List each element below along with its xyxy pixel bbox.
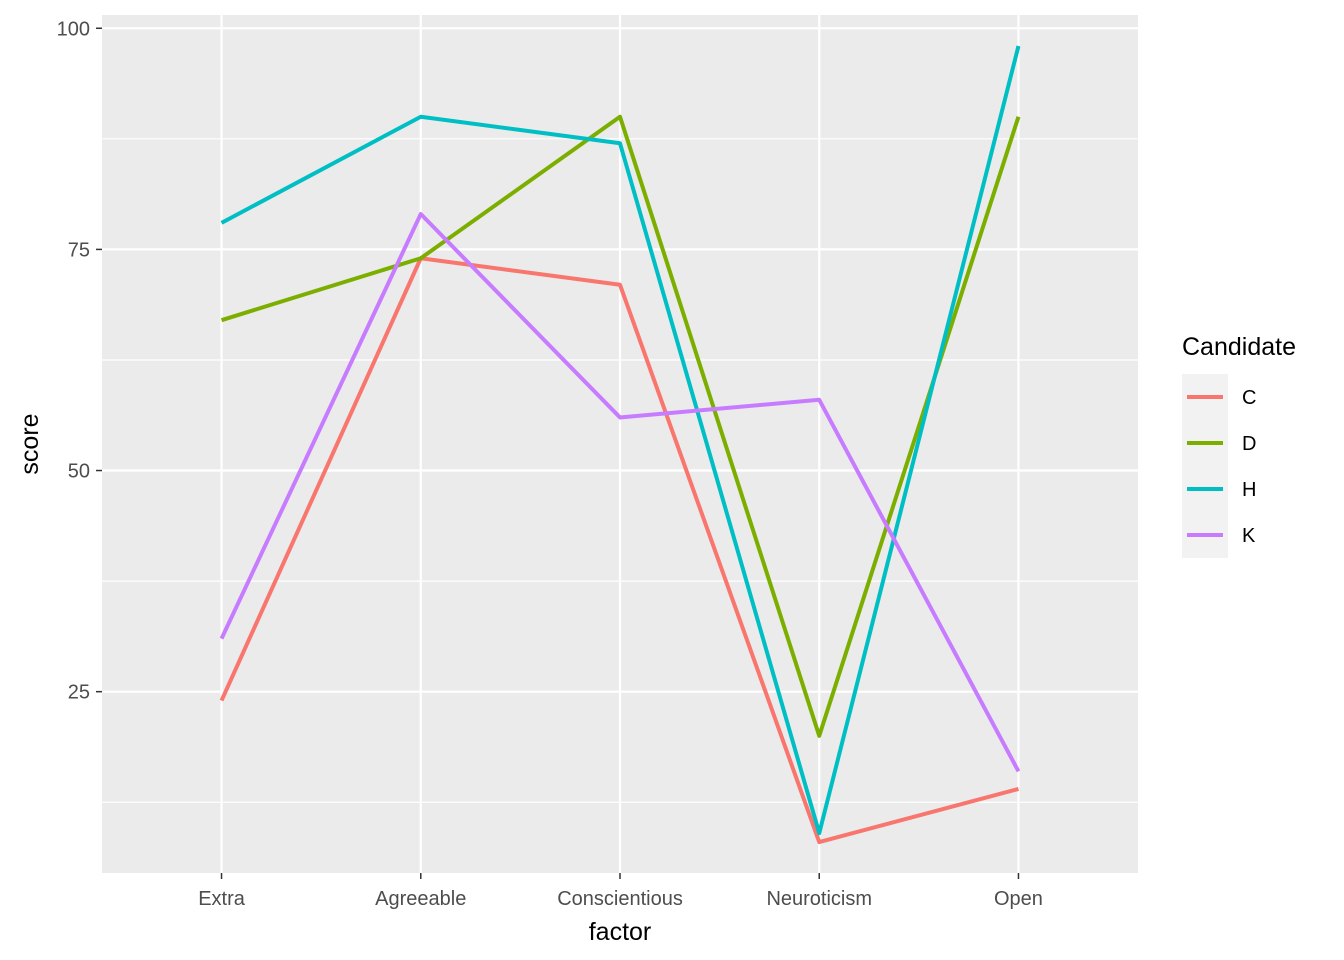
y-tick-label: 75 [68, 239, 90, 261]
legend-label-d: D [1242, 433, 1256, 455]
series-line-k [219, 212, 1021, 773]
y-axis-title: score [16, 413, 44, 474]
x-axis: Extra Agreeable Conscientious Neuroticism Op… [198, 873, 1043, 910]
legend-label-k: K [1242, 525, 1256, 547]
series-line-d [220, 114, 1021, 738]
series-line-c [219, 256, 1019, 845]
legend-keys: C D H K [1182, 374, 1256, 558]
series-line-h [220, 45, 1021, 836]
x-tick-label: Agreeable [375, 888, 466, 910]
legend: Candidate C D H K [1182, 333, 1296, 558]
legend-label-h: H [1242, 479, 1256, 501]
x-tick-label: Conscientious [557, 888, 683, 910]
y-tick-label: 100 [57, 18, 90, 40]
y-tick-label: 50 [68, 461, 90, 483]
x-tick-label: Extra [198, 888, 246, 910]
legend-label-c: C [1242, 387, 1256, 409]
y-axis: 25 50 75 100 [57, 18, 102, 704]
x-tick-label: Neuroticism [766, 888, 872, 910]
legend-title: Candidate [1182, 333, 1296, 361]
x-tick-label: Open [994, 888, 1043, 910]
y-tick-label: 25 [68, 682, 90, 704]
x-axis-title: factor [589, 918, 652, 946]
series-lines [219, 45, 1021, 845]
